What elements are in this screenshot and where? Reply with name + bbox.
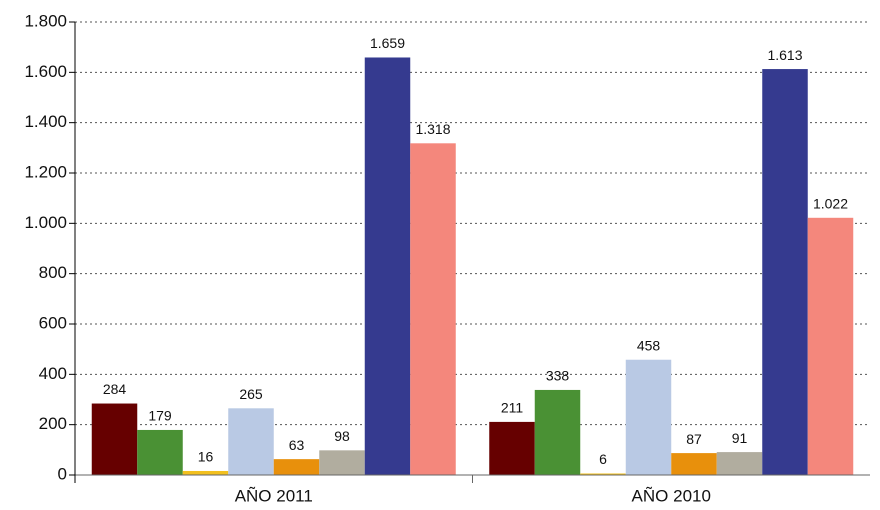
bar [137,429,183,475]
bar [625,359,672,475]
value-label: 338 [546,368,570,384]
value-label: 1.022 [813,195,848,211]
value-label: 458 [637,337,661,353]
value-label: 16 [198,449,214,465]
value-label: 91 [732,430,748,446]
y-tick-label: 1.800 [24,11,67,30]
y-tick-label: 400 [39,364,67,383]
x-tick-label: AÑO 2011 [235,486,313,505]
y-tick-label: 800 [39,263,67,282]
y-tick-label: 0 [58,464,67,483]
value-label: 1.659 [370,35,405,51]
value-label: 284 [103,381,127,397]
bar [580,473,626,475]
y-tick-label: 1.400 [24,112,67,131]
bar [716,452,763,475]
y-tick-label: 200 [39,414,67,433]
bar [228,408,274,475]
bar [410,143,456,475]
value-label: 1.613 [767,47,802,63]
x-tick-label: AÑO 2010 [632,486,711,505]
bar [319,450,365,475]
bar [91,403,138,475]
value-label: 6 [599,451,607,467]
bar [364,57,411,476]
value-label: 1.318 [415,121,450,137]
value-label: 87 [686,431,702,447]
y-tick-label: 1.600 [24,62,67,81]
bar [762,69,808,475]
y-tick-label: 1.200 [24,162,67,181]
bar [182,470,229,475]
y-tick-label: 1.000 [24,213,67,232]
value-label: 265 [239,386,263,402]
bar [807,217,854,475]
value-label: 63 [289,437,305,453]
y-tick-label: 600 [39,313,67,332]
bar [534,389,581,475]
value-label: 179 [148,408,172,424]
value-label: 98 [334,428,350,444]
bar [489,421,535,475]
value-label: 211 [501,400,524,416]
bar [273,459,320,475]
bar [671,453,717,475]
